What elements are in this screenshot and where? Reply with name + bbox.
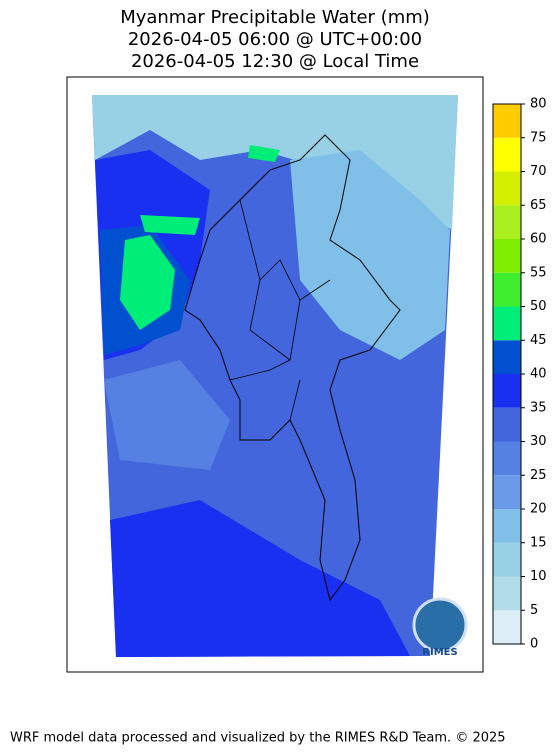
colorbar-tick-label: 45: [530, 333, 547, 348]
colorbar-tick-label: 60: [530, 232, 547, 247]
colorbar-tick-label: 75: [530, 130, 547, 145]
colorbar-segment: [493, 171, 521, 206]
colorbar-segment: [493, 272, 521, 307]
colorbar-segment: [493, 374, 521, 408]
colorbar-tick-label: 80: [530, 97, 547, 112]
colorbar-tick-label: 30: [530, 434, 547, 449]
colorbar-tick-label: 25: [530, 468, 547, 483]
colorbar-segment: [493, 306, 521, 341]
colorbar-tick-label: 65: [530, 198, 547, 213]
colorbar-tick-label: 15: [530, 535, 547, 550]
colorbar-segment: [493, 542, 521, 577]
title-line: 2026-04-05 06:00 @ UTC+00:00: [128, 29, 422, 50]
colorbar-tick-label: 70: [530, 164, 547, 179]
colorbar-tick-label: 50: [530, 299, 547, 314]
colorbar-segment: [493, 239, 521, 273]
colorbar-tick-label: 40: [530, 367, 547, 382]
colorbar-segment: [493, 475, 521, 509]
colorbar-tick-label: 55: [530, 265, 547, 280]
colorbar-segment: [493, 205, 521, 239]
colorbar-segment: [493, 137, 521, 172]
colorbar: 0 5 10 15 20 25 30 35 40 45 50 55 60 65 70 75 80: [493, 97, 547, 652]
colorbar-segment: [493, 340, 521, 374]
title-line: 2026-04-05 12:30 @ Local Time: [131, 51, 419, 72]
colorbar-tick-label: 35: [530, 400, 547, 415]
map: RIMES: [92, 95, 468, 658]
colorbar-tick-label: 10: [530, 569, 547, 584]
colorbar-segment: [493, 407, 521, 442]
title-line: Myanmar Precipitable Water (mm): [120, 7, 430, 28]
colorbar-tick-label: 5: [530, 603, 538, 618]
colorbar-segment: [493, 576, 521, 611]
colorbar-frame: [492, 103, 522, 645]
logo-text: RIMES: [422, 647, 457, 658]
colorbar-tick-label: 20: [530, 502, 547, 517]
colorbar-segment: [493, 509, 521, 543]
colorbar-segment: [493, 610, 521, 644]
colorbar-segment: [493, 441, 521, 476]
colorbar-segment: [493, 104, 521, 138]
colorbar-tick-label: 0: [530, 637, 538, 652]
footer: WRF model data processed and visualized …: [10, 731, 506, 746]
